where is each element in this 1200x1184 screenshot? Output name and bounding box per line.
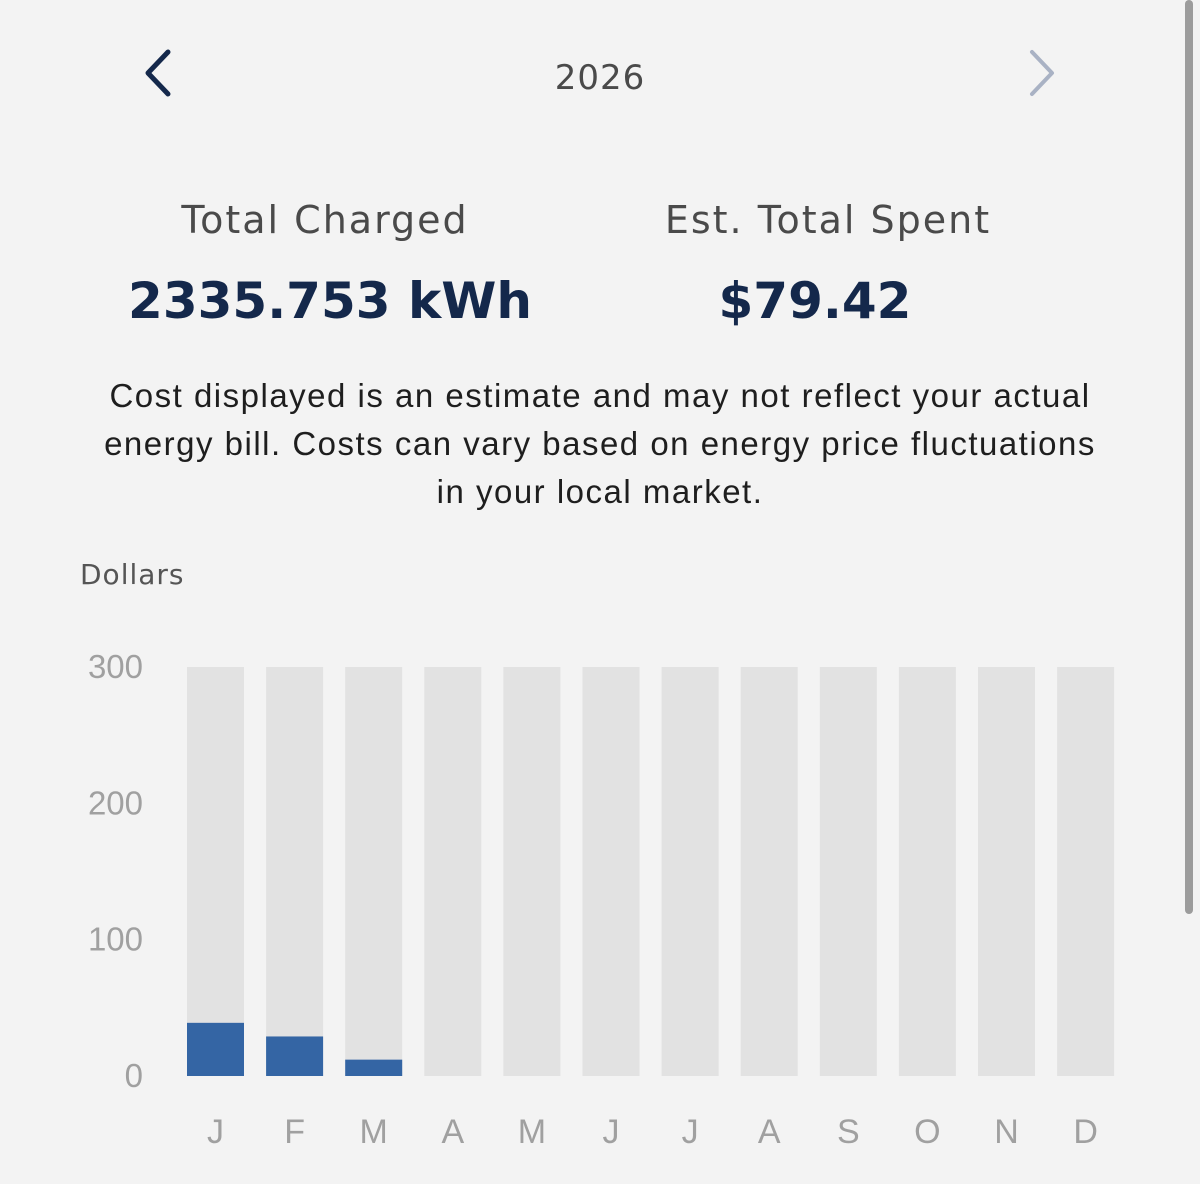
x-tick-label: A	[441, 1113, 464, 1151]
scrollbar-thumb[interactable]	[1185, 0, 1193, 914]
bar-track	[424, 667, 482, 1076]
total-charged-label: Total Charged	[181, 198, 469, 242]
y-axis-title: Dollars	[80, 558, 185, 591]
bar-track	[978, 667, 1035, 1076]
x-tick-label: M	[360, 1113, 388, 1151]
y-tick-label: 300	[88, 648, 143, 685]
bar-track	[266, 667, 324, 1076]
bar-track	[819, 667, 877, 1076]
total-charged-value: 2335.753 kWh	[128, 272, 532, 330]
bar-track	[1057, 667, 1115, 1076]
y-tick-label: 100	[88, 921, 143, 958]
bar-2[interactable]	[345, 1059, 403, 1076]
bar-track	[661, 667, 719, 1076]
year-label: 2026	[554, 58, 646, 98]
bar-1[interactable]	[266, 1036, 324, 1076]
x-tick-label: D	[1073, 1113, 1098, 1151]
y-tick-label: 0	[125, 1057, 143, 1094]
chevron-right-icon	[1030, 50, 1054, 96]
bar-0[interactable]	[187, 1022, 244, 1076]
x-tick-label: J	[207, 1113, 224, 1151]
x-tick-label: N	[994, 1113, 1019, 1151]
bar-track	[582, 667, 640, 1076]
previous-year-button[interactable]	[130, 40, 190, 106]
x-tick-label: A	[758, 1113, 781, 1151]
x-tick-label: S	[837, 1113, 860, 1151]
next-year-button[interactable]	[1012, 40, 1072, 106]
chevron-left-icon	[145, 49, 171, 97]
bar-track	[740, 667, 798, 1076]
y-tick-label: 200	[88, 784, 143, 821]
x-tick-label: M	[518, 1113, 546, 1151]
x-tick-label: O	[914, 1113, 940, 1151]
bar-track	[503, 667, 561, 1076]
est-total-spent-value: $79.42	[718, 272, 912, 330]
x-tick-label: J	[603, 1113, 620, 1151]
bar-track	[898, 667, 956, 1076]
x-tick-label: J	[682, 1113, 699, 1151]
x-tick-label: F	[284, 1113, 305, 1151]
bar-track	[345, 667, 403, 1076]
est-total-spent-label: Est. Total Spent	[664, 198, 992, 242]
bar-track	[187, 667, 244, 1076]
cost-disclaimer: Cost displayed is an estimate and may no…	[104, 377, 1096, 510]
